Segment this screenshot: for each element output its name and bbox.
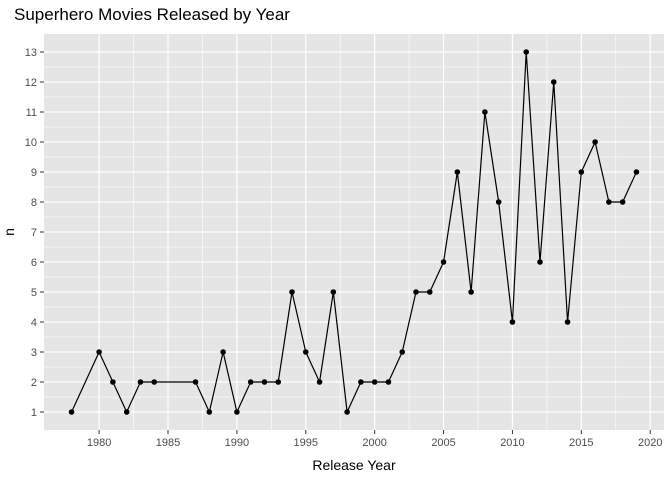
y-tick-label: 2 — [31, 377, 37, 389]
x-axis-title: Release Year — [312, 457, 396, 473]
x-tick-label: 2010 — [500, 437, 524, 449]
data-point — [275, 379, 282, 385]
y-tick-label: 7 — [31, 227, 37, 239]
data-point — [385, 379, 392, 385]
data-point — [192, 379, 199, 385]
data-point — [302, 349, 309, 355]
x-axis: 1980 1985 1990 1995 2000 2005 2010 2015 2020 — [87, 430, 662, 449]
data-point — [399, 349, 406, 355]
data-point — [206, 409, 213, 415]
y-tick-label: 8 — [31, 197, 37, 209]
grid-minor — [44, 34, 664, 430]
x-tick-label: 2005 — [431, 437, 455, 449]
data-point — [482, 109, 488, 115]
data-point — [68, 409, 75, 415]
data-point — [330, 289, 337, 295]
y-tick-label: 6 — [31, 257, 37, 269]
data-point — [509, 319, 516, 325]
data-point — [564, 319, 571, 325]
data-point — [454, 169, 461, 175]
data-point — [440, 259, 447, 265]
data-point — [578, 169, 585, 175]
data-point — [495, 199, 502, 205]
data-point — [96, 349, 102, 355]
data-point — [137, 379, 144, 385]
y-tick-label: 10 — [25, 137, 37, 149]
data-point — [537, 259, 543, 265]
data-point — [619, 199, 626, 205]
chart-title: Superhero Movies Released by Year — [14, 5, 290, 24]
data-point — [358, 379, 364, 385]
y-tick-label: 11 — [26, 107, 37, 119]
data-point — [550, 79, 557, 85]
data-point — [234, 409, 240, 415]
x-tick-label: 2020 — [638, 437, 662, 449]
data-point — [110, 379, 116, 385]
data-point — [289, 289, 295, 295]
data-point — [151, 379, 158, 385]
data-point — [316, 379, 323, 385]
points-group — [68, 49, 640, 415]
x-tick-label: 1995 — [294, 437, 318, 449]
y-axis-title: n — [1, 228, 17, 236]
data-point — [220, 349, 226, 355]
y-tick-label: 4 — [31, 317, 37, 329]
data-point — [523, 49, 530, 55]
grid-major — [44, 34, 664, 430]
data-point — [468, 289, 474, 295]
x-tick-label: 1985 — [156, 437, 180, 449]
x-tick-label: 1980 — [87, 437, 111, 449]
data-point — [344, 409, 350, 415]
y-tick-label: 9 — [31, 167, 37, 179]
data-point — [426, 289, 433, 295]
x-tick-label: 2015 — [569, 437, 593, 449]
data-point — [261, 379, 268, 385]
data-point — [413, 289, 419, 295]
y-tick-label: 12 — [25, 77, 37, 89]
y-tick-label: 3 — [31, 347, 37, 359]
y-tick-label: 5 — [31, 287, 37, 299]
x-tick-label: 1990 — [225, 437, 249, 449]
data-point — [592, 139, 598, 145]
data-point — [606, 199, 612, 205]
data-point — [371, 379, 378, 385]
data-point — [633, 169, 640, 175]
data-point — [123, 409, 130, 415]
y-tick-label: 1 — [31, 407, 37, 419]
data-point — [247, 379, 254, 385]
x-tick-label: 2000 — [362, 437, 386, 449]
y-tick-label: 13 — [25, 47, 37, 59]
